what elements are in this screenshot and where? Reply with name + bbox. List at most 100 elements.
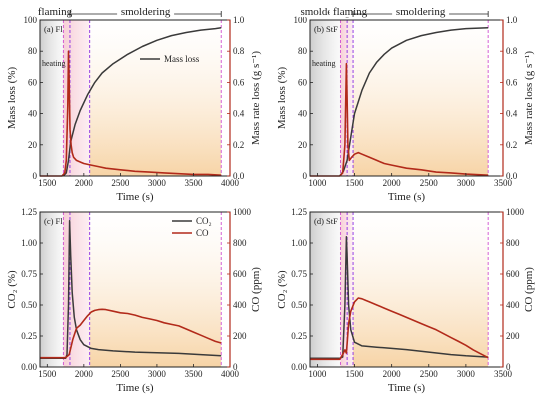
y-tick-label: 20	[298, 140, 308, 150]
y-tick-label: 0.75	[21, 269, 37, 279]
x-axis-label: Time (s)	[388, 191, 426, 203]
x-tick-label: 2500	[420, 178, 439, 188]
rate-series-line	[40, 50, 222, 177]
y2-tick-label: 400	[506, 300, 520, 310]
panel-label: (c) Fl	[44, 216, 63, 226]
phase-label-bg	[34, 5, 76, 17]
y-axis-label: Mass loss (%)	[276, 67, 288, 130]
x-tick-label: 3500	[494, 178, 513, 188]
y2-tick-label: 400	[233, 300, 247, 310]
phase-label-bg	[117, 5, 175, 17]
x-tick-label: 3000	[148, 369, 167, 379]
y-tick-label: 0.75	[291, 269, 307, 279]
y-tick-label: 0.50	[291, 300, 307, 310]
y2-tick-label: 0.4	[506, 109, 518, 119]
y2-tick-label: 0.0	[506, 171, 518, 181]
x-tick-label: 1500	[38, 369, 57, 379]
y2-tick-label: 800	[506, 238, 520, 248]
y2-tick-label: 0	[233, 362, 238, 372]
y-tick-label: 40	[298, 109, 308, 119]
panel-b: 1000 1500 2000 2500 3000 3500 0 20 40 60 80 100 0.0 0…	[276, 5, 535, 203]
y2-tick-label: 0.8	[506, 46, 518, 56]
y2-tick-label: 0.8	[233, 46, 245, 56]
x-tick-label: 1500	[346, 369, 365, 379]
x-tick-label: 1500	[346, 178, 365, 188]
panel-label: (b) StF	[314, 24, 338, 34]
y-tick-label: 40	[28, 109, 38, 119]
legend-label: CO	[196, 228, 209, 238]
x-tick-label: 3500	[494, 369, 513, 379]
panel-label: (d) StF	[314, 216, 338, 226]
x-tick-label: 2000	[383, 369, 402, 379]
phase-label: smoldering	[121, 6, 171, 18]
y2-axis-label: Mass rate loss (g s⁻¹)	[523, 51, 535, 145]
co--series-line	[40, 219, 222, 360]
y-tick-label: 100	[294, 15, 308, 25]
y2-tick-label: 200	[506, 331, 520, 341]
x-tick-label: 3500	[184, 178, 203, 188]
y-tick-label: 1.25	[21, 207, 37, 217]
y2-tick-label: 0	[506, 362, 511, 372]
y-tick-label: 0	[303, 171, 308, 181]
y-tick-label: 1.00	[291, 238, 307, 248]
y2-tick-label: 800	[233, 238, 247, 248]
legend-label: Mass loss	[164, 54, 200, 64]
x-tick-label: 3000	[457, 369, 476, 379]
y-axis-label: CO₂ (%)	[276, 270, 288, 309]
x-tick-label: 2500	[111, 369, 130, 379]
y2-axis-label: Mass rate loss (g s⁻¹)	[250, 51, 262, 145]
y2-tick-label: 200	[233, 331, 247, 341]
y-tick-label: 100	[24, 15, 38, 25]
y-tick-label: 0.00	[21, 362, 37, 372]
rate-series-line	[310, 62, 489, 177]
y-tick-label: 1.00	[21, 238, 37, 248]
y-tick-label: 80	[28, 46, 38, 56]
x-tick-label: 2500	[111, 178, 130, 188]
phase-label: smoldering	[396, 6, 446, 18]
x-tick-label: 2000	[75, 178, 94, 188]
x-tick-label: 4000	[221, 369, 240, 379]
legend-label: CO₂	[196, 216, 212, 226]
smoldering-region	[353, 212, 489, 367]
smoldering-region	[89, 20, 222, 176]
y-tick-label: 60	[28, 77, 38, 87]
y2-tick-label: 1000	[506, 207, 525, 217]
x-tick-label: 1000	[308, 369, 327, 379]
x-axis-label: Time (s)	[388, 382, 426, 394]
x-tick-label: 2500	[420, 369, 439, 379]
phase-label-bg	[392, 5, 450, 17]
y2-tick-label: 0.6	[233, 77, 245, 87]
x-tick-label: 2000	[75, 369, 94, 379]
y2-tick-label: 600	[233, 269, 247, 279]
panel-c: 1500 2000 2500 3000 3500 40000.000.250.500.75…	[6, 207, 262, 394]
y2-tick-label: 1.0	[233, 15, 245, 25]
y2-tick-label: 0.2	[506, 140, 517, 150]
x-tick-label: 1500	[38, 178, 57, 188]
co-series-line	[40, 308, 222, 359]
x-tick-label: 2000	[383, 178, 402, 188]
heating-region	[40, 20, 64, 176]
heating-region	[310, 212, 341, 367]
x-tick-label: 3500	[184, 369, 203, 379]
y-tick-label: 0.25	[291, 331, 307, 341]
y2-tick-label: 0.4	[233, 109, 245, 119]
heating-region	[310, 20, 341, 176]
y-tick-label: 80	[298, 46, 308, 56]
y-axis-label: CO₂ (%)	[6, 270, 18, 309]
y-tick-label: 1.25	[291, 207, 307, 217]
y-tick-label: 0.50	[21, 300, 37, 310]
y2-axis-label: CO (ppm)	[523, 267, 535, 312]
y2-tick-label: 0.6	[506, 77, 518, 87]
x-axis-label: Time (s)	[116, 382, 154, 394]
phase-label: flaming	[38, 6, 73, 18]
panel-d: 1000 1500 2000 2500 3000 35000.000.250.500.75…	[276, 207, 535, 394]
heating-note: heating	[42, 59, 66, 68]
x-axis-label: Time (s)	[116, 191, 154, 203]
y2-axis-label: CO (ppm)	[250, 267, 262, 312]
y2-tick-label: 1000	[233, 207, 252, 217]
y-tick-label: 0.00	[291, 362, 307, 372]
y-tick-label: 20	[28, 140, 38, 150]
co--series-line	[310, 236, 489, 360]
heating-note: heating	[312, 59, 336, 68]
